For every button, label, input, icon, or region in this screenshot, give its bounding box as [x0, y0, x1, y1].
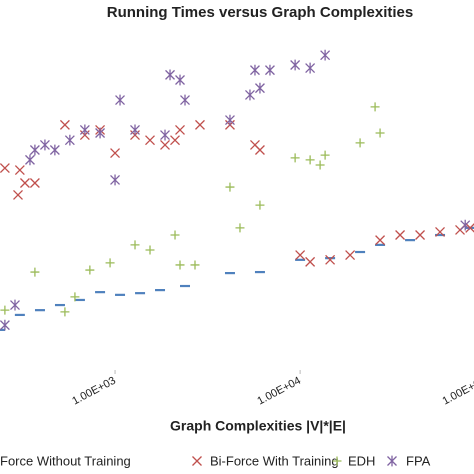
point: [235, 223, 245, 233]
point: [245, 89, 255, 101]
point: [14, 165, 25, 176]
point: [250, 64, 260, 76]
point: [225, 182, 235, 192]
point: [175, 74, 185, 86]
point: [25, 154, 35, 166]
point: [465, 222, 474, 233]
point: [175, 125, 185, 135]
point: [160, 129, 170, 141]
point: [460, 219, 471, 231]
point: [325, 254, 336, 265]
x-tick-label: 1.00E+04: [255, 375, 302, 408]
point: [110, 174, 121, 186]
point: [145, 245, 155, 255]
legend-label: Force Without Training: [0, 453, 131, 468]
point: [175, 260, 185, 270]
point: [305, 155, 315, 165]
point: [29, 144, 40, 156]
point: [290, 153, 300, 163]
point: [254, 145, 265, 155]
point: [305, 256, 316, 267]
legend-label: EDH: [348, 453, 375, 468]
point: [49, 144, 60, 156]
point: [370, 102, 380, 112]
point: [195, 119, 205, 130]
point: [415, 230, 426, 240]
point: [170, 230, 180, 240]
point: [29, 178, 40, 188]
point: [190, 260, 200, 270]
point: [10, 299, 20, 311]
point: [79, 124, 90, 136]
legend-marker: [192, 456, 202, 466]
point: [320, 49, 331, 61]
point: [345, 250, 356, 261]
point: [0, 305, 10, 315]
point: [64, 134, 75, 146]
point: [110, 148, 121, 159]
point: [145, 135, 155, 146]
point: [95, 127, 106, 139]
point: [255, 200, 265, 210]
point: [13, 189, 23, 200]
point: [290, 59, 301, 71]
point: [105, 258, 115, 268]
point: [264, 64, 275, 76]
point: [59, 119, 70, 130]
point: [180, 94, 190, 106]
x-tick-label: 1.00E+03: [70, 375, 117, 408]
point: [315, 160, 325, 170]
point: [85, 265, 95, 275]
point: [355, 138, 365, 148]
plot-area: [0, 49, 474, 331]
point: [170, 135, 180, 146]
point: [305, 62, 316, 74]
point: [39, 139, 50, 151]
point: [395, 230, 406, 240]
legend-label: Bi-Force With Training: [210, 453, 339, 468]
point: [115, 94, 125, 106]
point: [375, 128, 385, 138]
point: [375, 235, 386, 246]
point: [295, 250, 306, 261]
chart-title: Running Times versus Graph Complexities: [107, 4, 413, 21]
point: [320, 150, 330, 160]
point: [165, 69, 175, 81]
x-tick-label: 1.00E+05: [440, 375, 474, 408]
point: [130, 124, 140, 136]
point: [225, 114, 235, 126]
point: [19, 178, 30, 188]
point: [130, 240, 140, 250]
point: [0, 319, 10, 331]
point: [60, 307, 70, 317]
x-axis-title: Graph Complexities |V|*|E|: [170, 418, 346, 434]
legend-marker: [387, 455, 397, 467]
point: [435, 227, 445, 237]
legend-marker: [332, 456, 342, 466]
legend-label: FPA: [406, 453, 431, 468]
point: [30, 267, 40, 277]
point: [254, 82, 265, 94]
point: [70, 292, 80, 302]
point: [160, 139, 170, 150]
point: [0, 163, 10, 173]
